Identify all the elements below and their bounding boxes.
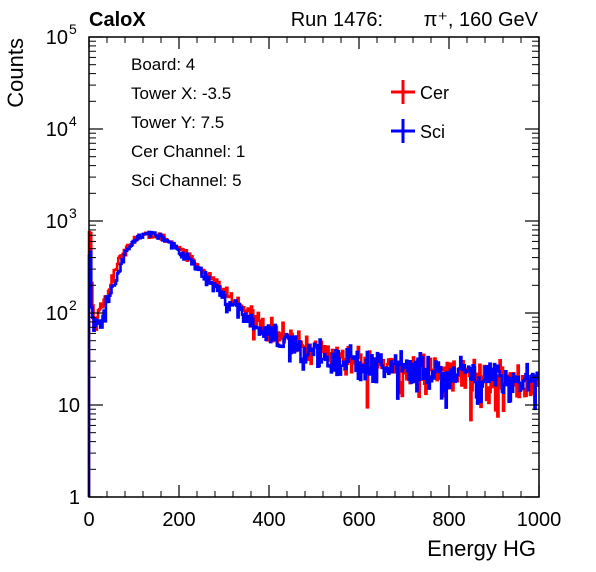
x-axis-title: Energy HG: [427, 536, 536, 561]
info-box: Board: 4 Tower X: -3.5 Tower Y: 7.5 Cer …: [131, 55, 245, 190]
y-tick-exponent: 4: [69, 113, 77, 129]
series-sci-line: [87, 230, 540, 497]
y-tick-base: 10: [58, 395, 80, 417]
y-tick-label: 10: [46, 211, 68, 233]
x-tick-label: 600: [342, 509, 375, 531]
x-tick-label: 0: [83, 509, 94, 531]
y-axis-title: Counts: [3, 38, 28, 108]
y-tick-label: 10: [58, 395, 80, 417]
y-tick-base: 10: [46, 303, 68, 325]
x-tick-label: 200: [162, 509, 195, 531]
experiment-label: CaloX: [89, 9, 146, 31]
y-tick-label: 1: [69, 487, 80, 509]
legend-entry-sci: Sci: [391, 119, 445, 143]
beam-label: π⁺, 160 GeV: [424, 9, 539, 31]
y-tick-label: 10: [46, 303, 68, 325]
plot-frame: [88, 36, 540, 498]
y-tick-exponent: 3: [69, 205, 77, 221]
y-tick-label: 10: [46, 27, 68, 49]
info-tower-x: Tower X: -3.5: [131, 84, 231, 103]
series-layer: [87, 230, 540, 497]
y-tick-base: 10: [46, 119, 68, 141]
x-axis-ticks: 0 200 400 600 800 1000: [83, 37, 561, 531]
y-tick-base: 10: [46, 27, 68, 49]
x-tick-label: 400: [252, 509, 285, 531]
info-sci-channel: Sci Channel: 5: [131, 171, 242, 190]
y-tick-exponent: 5: [69, 21, 77, 37]
info-board: Board: 4: [131, 55, 195, 74]
info-cer-channel: Cer Channel: 1: [131, 142, 245, 161]
legend: Cer Sci: [391, 80, 449, 143]
y-tick-base: 10: [46, 211, 68, 233]
x-tick-label: 800: [432, 509, 465, 531]
info-tower-y: Tower Y: 7.5: [131, 113, 224, 132]
run-label: Run 1476:: [291, 9, 383, 31]
legend-entry-cer: Cer: [391, 80, 449, 104]
x-tick-label: 1000: [517, 509, 562, 531]
y-tick-base: 1: [69, 487, 80, 509]
y-tick-exponent: 2: [69, 297, 77, 313]
legend-cer-label: Cer: [420, 83, 449, 103]
y-tick-label: 10: [46, 119, 68, 141]
legend-sci-label: Sci: [420, 122, 445, 142]
